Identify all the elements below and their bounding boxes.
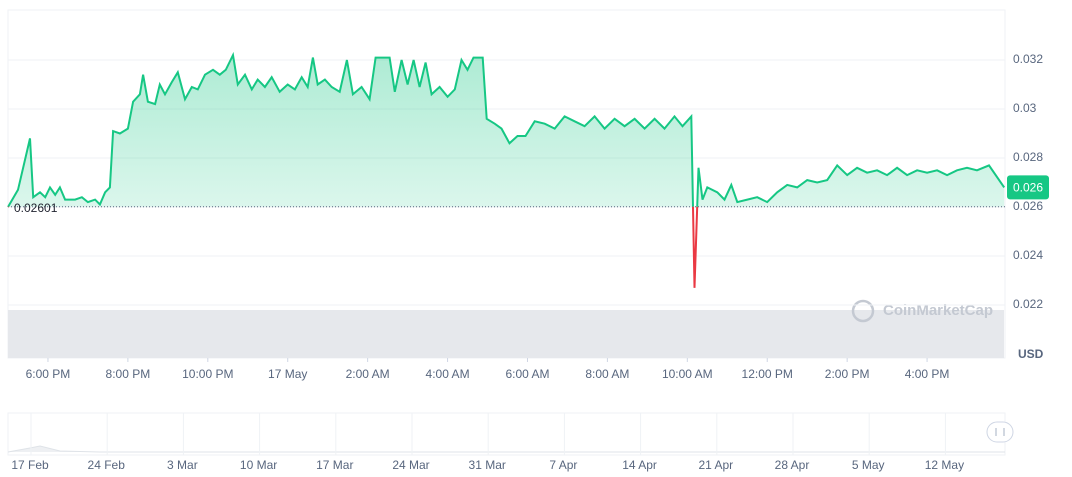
x-tick-label: 10:00 PM: [182, 367, 233, 381]
y-tick-label: 0.028: [1013, 150, 1043, 164]
navigator-label: 10 Mar: [240, 458, 277, 472]
x-tick-label: 17 May: [268, 367, 307, 381]
navigator-area: [7, 445, 1005, 453]
navigator-label: 31 Mar: [469, 458, 506, 472]
watermark-text: CoinMarketCap: [883, 302, 993, 319]
price-line: [7, 51, 1006, 207]
navigator-label: 5 May: [852, 458, 885, 472]
navigator-label: 7 Apr: [549, 458, 577, 472]
y-tick-label: 0.03: [1013, 101, 1037, 115]
x-tick-label: 2:00 AM: [346, 367, 390, 381]
y-tick-label: 0.026: [1013, 199, 1043, 213]
navigator-label: 14 Apr: [622, 458, 657, 472]
reference-label: 0.02601: [14, 201, 58, 215]
price-badge-label: 0.026: [1013, 181, 1043, 195]
navigator-label: 12 May: [925, 458, 964, 472]
x-tick-label: 2:00 PM: [825, 367, 870, 381]
navigator-label: 24 Feb: [88, 458, 126, 472]
area: [8, 55, 1005, 207]
navigator-label: 17 Feb: [11, 458, 49, 472]
x-tick-label: 4:00 PM: [905, 367, 950, 381]
navigator-label: 17 Mar: [316, 458, 353, 472]
x-tick-label: 6:00 AM: [505, 367, 549, 381]
x-tick-label: 4:00 AM: [426, 367, 470, 381]
x-tick-label: 6:00 PM: [26, 367, 71, 381]
navigator: [7, 412, 1006, 456]
y-tick-label: 0.024: [1013, 248, 1043, 262]
y-tick-label: 0.032: [1013, 52, 1043, 66]
watermark: CoinMarketCap: [851, 299, 993, 323]
volume-band: [8, 310, 1004, 358]
y-tick-label: 0.022: [1013, 297, 1043, 311]
navigator-label: 21 Apr: [698, 458, 733, 472]
navigator-handle[interactable]: [986, 421, 1014, 443]
x-tick-label: 8:00 PM: [106, 367, 151, 381]
x-tick-label: 12:00 PM: [742, 367, 793, 381]
price-badge: [1007, 175, 1049, 200]
y-axis-label: USD: [1018, 347, 1044, 361]
x-tick-label: 8:00 AM: [585, 367, 629, 381]
navigator-label: 24 Mar: [392, 458, 429, 472]
x-tick-label: 10:00 AM: [662, 367, 713, 381]
navigator-label: 28 Apr: [775, 458, 810, 472]
navigator-label: 3 Mar: [167, 458, 198, 472]
